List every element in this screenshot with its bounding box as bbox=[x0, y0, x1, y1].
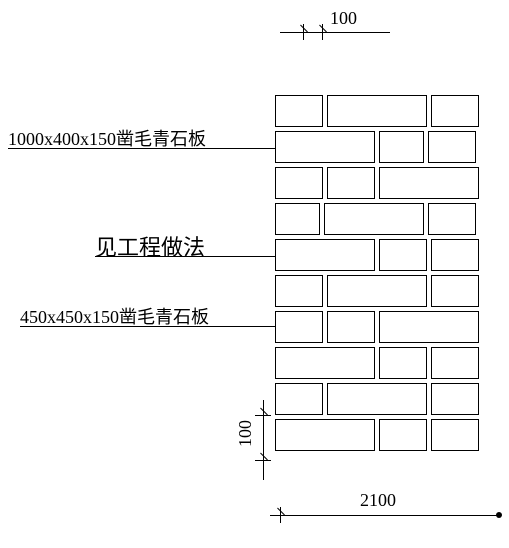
brick-half bbox=[431, 347, 479, 379]
brick-half bbox=[428, 203, 476, 235]
brick-half bbox=[275, 275, 323, 307]
brick-large bbox=[327, 383, 427, 415]
label-method-ref: 见工程做法 bbox=[95, 230, 205, 262]
dim-left-gap: 100 bbox=[235, 420, 256, 447]
dim-top-offset: 100 bbox=[330, 8, 357, 29]
brick-wall bbox=[275, 95, 485, 465]
brick-large bbox=[379, 167, 479, 199]
brick-half bbox=[431, 383, 479, 415]
brick-half bbox=[327, 167, 375, 199]
brick-row bbox=[275, 347, 485, 379]
dim-left-tick2 bbox=[255, 460, 271, 461]
brick-half bbox=[327, 311, 375, 343]
brick-half bbox=[379, 419, 427, 451]
brick-half bbox=[431, 275, 479, 307]
brick-row bbox=[275, 167, 485, 199]
brick-half bbox=[275, 383, 323, 415]
brick-row bbox=[275, 311, 485, 343]
brick-row bbox=[275, 95, 485, 127]
brick-row bbox=[275, 383, 485, 415]
brick-row bbox=[275, 203, 485, 235]
brick-half bbox=[275, 95, 323, 127]
brick-half bbox=[431, 419, 479, 451]
brick-half bbox=[379, 347, 427, 379]
brick-half bbox=[275, 311, 323, 343]
brick-large bbox=[324, 203, 424, 235]
dim-bottom-width: 2100 bbox=[360, 490, 396, 511]
brick-row bbox=[275, 239, 485, 271]
brick-small bbox=[275, 203, 320, 235]
brick-small bbox=[379, 131, 424, 163]
brick-half bbox=[431, 239, 479, 271]
leader-line-3 bbox=[20, 326, 310, 327]
brick-half bbox=[275, 167, 323, 199]
brick-large bbox=[275, 419, 375, 451]
brick-large bbox=[327, 95, 427, 127]
drawing-canvas: 100 1000x400x150凿毛青石板 见工程做法 450x450x150凿… bbox=[0, 0, 509, 548]
dim-left-tick1 bbox=[255, 415, 271, 416]
dim-bottom-line bbox=[270, 515, 500, 516]
brick-row bbox=[275, 275, 485, 307]
brick-large bbox=[327, 275, 427, 307]
brick-half bbox=[431, 95, 479, 127]
leader-line-2 bbox=[95, 256, 295, 257]
leader-line-1 bbox=[8, 148, 318, 149]
dim-top-line bbox=[280, 32, 390, 33]
brick-row bbox=[275, 131, 485, 163]
brick-large bbox=[379, 311, 479, 343]
brick-large bbox=[275, 347, 375, 379]
brick-half bbox=[428, 131, 476, 163]
dim-bottom-dot bbox=[496, 512, 502, 518]
brick-large bbox=[275, 239, 375, 271]
brick-row bbox=[275, 419, 485, 451]
brick-large bbox=[275, 131, 375, 163]
brick-half bbox=[379, 239, 427, 271]
